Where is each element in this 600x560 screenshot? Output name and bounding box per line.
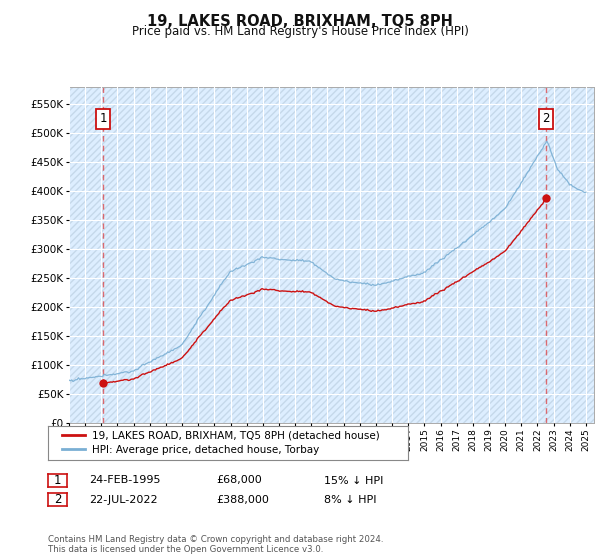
Text: 1: 1 xyxy=(54,474,61,487)
Text: 24-FEB-1995: 24-FEB-1995 xyxy=(89,475,160,486)
Text: Contains HM Land Registry data © Crown copyright and database right 2024.
This d: Contains HM Land Registry data © Crown c… xyxy=(48,535,383,554)
Text: 2: 2 xyxy=(54,493,61,506)
Text: 2: 2 xyxy=(542,112,550,125)
Text: 22-JUL-2022: 22-JUL-2022 xyxy=(89,494,157,505)
Text: 19, LAKES ROAD, BRIXHAM, TQ5 8PH: 19, LAKES ROAD, BRIXHAM, TQ5 8PH xyxy=(147,14,453,29)
Text: 1: 1 xyxy=(100,112,107,125)
Text: £388,000: £388,000 xyxy=(216,494,269,505)
Text: 8% ↓ HPI: 8% ↓ HPI xyxy=(324,494,377,505)
Legend: 19, LAKES ROAD, BRIXHAM, TQ5 8PH (detached house), HPI: Average price, detached : 19, LAKES ROAD, BRIXHAM, TQ5 8PH (detach… xyxy=(57,426,385,460)
Text: Price paid vs. HM Land Registry's House Price Index (HPI): Price paid vs. HM Land Registry's House … xyxy=(131,25,469,38)
Text: £68,000: £68,000 xyxy=(216,475,262,486)
Text: 15% ↓ HPI: 15% ↓ HPI xyxy=(324,475,383,486)
